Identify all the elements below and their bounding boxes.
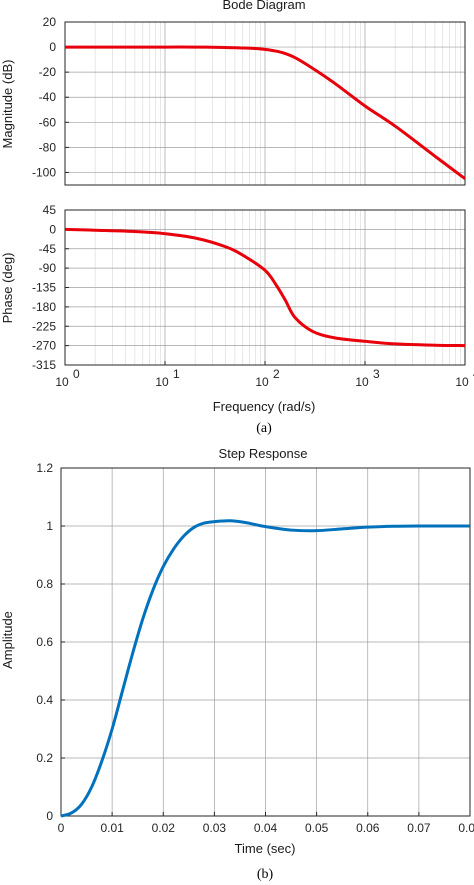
phase-y-tick-label: -90 bbox=[39, 261, 57, 275]
phase-panel: 45 0 -45 -90 -135 -180 -225 -270 -315 Phase (deg… bbox=[0, 203, 466, 372]
step-y-tick-label: 1.2 bbox=[36, 461, 53, 475]
magnitude-y-tick-label: -100 bbox=[32, 165, 56, 179]
magnitude-ylabel: Magnitude (dB) bbox=[0, 60, 15, 149]
phase-y-tick-label: 45 bbox=[43, 203, 57, 217]
bode-xlabel: Frequency (rad/s) bbox=[213, 399, 316, 414]
phase-y-tick-label: -225 bbox=[32, 319, 56, 333]
phase-grid bbox=[64, 209, 466, 366]
phase-y-tick-label: 0 bbox=[49, 222, 56, 236]
step-curve bbox=[60, 519, 470, 818]
step-y-tick-label: 0.8 bbox=[36, 577, 53, 591]
step-x-tick-label: 0.05 bbox=[305, 821, 329, 835]
step-x-tick-label: 0.02 bbox=[152, 821, 176, 835]
caption-a: (a) bbox=[256, 421, 272, 436]
frequency-tick-exponent: 0 bbox=[73, 367, 80, 381]
phase-y-tick-label: -180 bbox=[32, 300, 56, 314]
frequency-tick-label: 10 bbox=[155, 375, 169, 389]
phase-y-tick-label: -45 bbox=[39, 242, 57, 256]
step-x-tick-label: 0.06 bbox=[356, 821, 380, 835]
step-y-tick-label: 0.4 bbox=[36, 693, 53, 707]
step-response: Step Response 0 0.01 0.02 0.03 0.04 0.05 0.06 0… bbox=[0, 446, 474, 882]
step-y-tick-label: 1 bbox=[46, 519, 53, 533]
magnitude-y-tick-label: -60 bbox=[39, 115, 57, 129]
frequency-tick-label: 10 bbox=[355, 375, 369, 389]
step-y-tick-label: 0.6 bbox=[36, 635, 53, 649]
magnitude-y-tick-label: 0 bbox=[49, 40, 56, 54]
step-xlabel: Time (sec) bbox=[235, 841, 296, 856]
magnitude-curve bbox=[65, 45, 466, 180]
phase-ylabel: Phase (deg) bbox=[0, 253, 15, 324]
step-title: Step Response bbox=[219, 446, 308, 461]
magnitude-axes-box bbox=[64, 21, 466, 186]
step-grid bbox=[60, 467, 471, 817]
magnitude-y-tick-label: 20 bbox=[43, 15, 57, 29]
phase-curve bbox=[64, 227, 466, 348]
frequency-x-ticks: 100101102103104 bbox=[55, 361, 474, 389]
magnitude-panel: 20 0 -20 -40 -60 -80 -100 Magnitude (dB) bbox=[0, 15, 466, 186]
frequency-tick-label: 10 bbox=[55, 375, 69, 389]
step-x-tick-label: 0.08 bbox=[458, 821, 474, 835]
step-y-tick-label: 0 bbox=[46, 809, 53, 823]
frequency-tick-exponent: 1 bbox=[173, 367, 180, 381]
frequency-tick-exponent: 2 bbox=[273, 367, 280, 381]
frequency-tick-label: 10 bbox=[455, 375, 469, 389]
phase-y-tick-label: -315 bbox=[32, 358, 56, 372]
phase-y-tick-label: -270 bbox=[32, 339, 56, 353]
bode-diagram: Bode Diagram 200-20-40-60-80-100 Magnitu… bbox=[0, 0, 474, 436]
step-x-tick-label: 0.04 bbox=[254, 821, 278, 835]
step-ticks: 0 0.01 0.02 0.03 0.04 0.05 0.06 0.07 0.08 0 0.2 0.4… bbox=[36, 461, 474, 835]
step-y-tick-label: 0.2 bbox=[36, 751, 53, 765]
step-x-tick-label: 0.03 bbox=[203, 821, 227, 835]
magnitude-y-tick-label: -40 bbox=[39, 90, 57, 104]
phase-y-ticks: 45 0 -45 -90 -135 -180 -225 -270 -315 bbox=[32, 203, 69, 372]
step-x-tick-label: 0.01 bbox=[100, 821, 124, 835]
step-ylabel: Amplitude bbox=[0, 611, 15, 669]
magnitude-y-tick-label: -80 bbox=[39, 140, 57, 154]
phase-y-tick-label: -135 bbox=[32, 281, 56, 295]
frequency-tick-exponent: 3 bbox=[373, 367, 380, 381]
magnitude-y-ticks: 20 0 -20 -40 -60 -80 -100 bbox=[32, 15, 69, 179]
bode-title: Bode Diagram bbox=[222, 0, 305, 12]
caption-b: (b) bbox=[257, 867, 274, 882]
step-x-tick-label: 0 bbox=[58, 821, 65, 835]
frequency-tick-label: 10 bbox=[255, 375, 269, 389]
magnitude-y-tick-label: -20 bbox=[39, 65, 57, 79]
step-x-tick-label: 0.07 bbox=[407, 821, 431, 835]
